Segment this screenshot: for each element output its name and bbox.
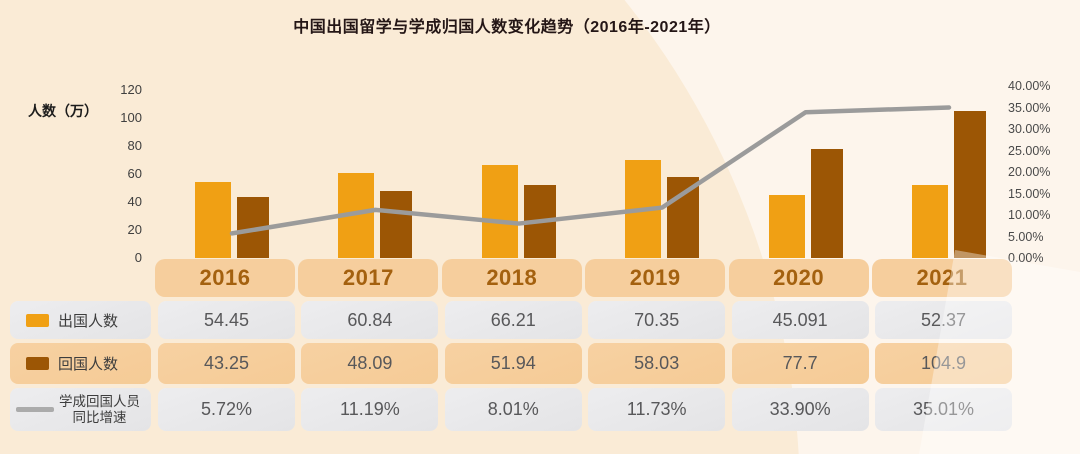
- year-pill-2016: 2016: [155, 259, 295, 297]
- bar-abroad-2021: [912, 184, 948, 258]
- bar-return-2021: [954, 111, 986, 258]
- right-axis-tick: 35.00%: [1008, 100, 1051, 115]
- legend-label-line2: 同比增速: [72, 409, 127, 425]
- value-cell-2016-row2: 5.72%: [158, 388, 295, 431]
- legend-cell-row0: 出国人数: [10, 301, 151, 339]
- value-cell-2021-row1: 104.9: [875, 343, 1012, 384]
- legend-cell-row1: 回国人数: [10, 343, 151, 384]
- orange-bar-swatch-icon: [26, 313, 49, 327]
- legend-label-line1: 学成回国人员: [59, 393, 140, 409]
- growth-line: [229, 105, 952, 236]
- value-cell-2017-row0: 60.84: [301, 301, 439, 339]
- value-cell-2016-row1: 43.25: [158, 343, 295, 384]
- value-cell-2016-row0: 54.45: [158, 301, 295, 339]
- year-pill-2019: 2019: [585, 259, 726, 297]
- bar-return-2019: [667, 176, 700, 258]
- value-cell-2018-row2: 8.01%: [444, 388, 582, 431]
- right-axis-tick: 30.00%: [1008, 122, 1051, 136]
- chart-title: 中国出国留学与学成归国人数变化趋势（2016年-2021年）: [293, 19, 721, 36]
- left-axis-tick: 60: [127, 166, 142, 181]
- value-cell-2021-row0: 52.37: [875, 301, 1012, 339]
- bar-abroad-2018: [481, 165, 518, 258]
- left-axis-tick: 0: [134, 250, 142, 265]
- value-cell-2019-row1: 58.03: [588, 343, 726, 384]
- right-axis-tick: 5.00%: [1008, 229, 1044, 244]
- right-axis-tick: 0.00%: [1008, 251, 1044, 265]
- value-cell-2019-row0: 70.35: [588, 301, 726, 339]
- legend-label-row0: 出国人数: [58, 312, 119, 330]
- year-pill-2017: 2017: [298, 259, 439, 297]
- value-cell-2017-row1: 48.09: [301, 343, 439, 384]
- bar-return-2017: [380, 190, 413, 258]
- value-cell-2020-row2: 33.90%: [731, 388, 869, 431]
- left-axis-title: 人数（万）: [28, 103, 98, 119]
- left-axis-tick: 100: [120, 110, 142, 125]
- bar-abroad-2016: [195, 181, 231, 258]
- value-cell-2020-row1: 77.7: [731, 343, 869, 384]
- right-axis-tick: 40.00%: [1008, 79, 1051, 93]
- value-cell-2019-row2: 11.73%: [588, 388, 726, 431]
- bar-abroad-2020: [768, 194, 805, 258]
- value-cell-2017-row2: 11.19%: [301, 388, 439, 431]
- right-axis-tick: 10.00%: [1008, 208, 1051, 222]
- left-axis-tick: 120: [120, 82, 142, 97]
- left-axis-tick: 20: [127, 222, 142, 237]
- legend-label-row1: 回国人数: [58, 356, 119, 373]
- right-axis-tick: 20.00%: [1008, 165, 1051, 179]
- legend-cell-row2: 学成回国人员 同比增速: [10, 388, 151, 431]
- right-axis-tick: 25.00%: [1008, 143, 1051, 158]
- year-pill-2020: 2020: [728, 259, 869, 297]
- bar-return-2020: [810, 149, 843, 258]
- right-axis-tick: 15.00%: [1008, 186, 1051, 201]
- year-pill-2021: 2021: [872, 259, 1012, 297]
- value-cell-2018-row0: 66.21: [444, 301, 582, 339]
- left-axis-tick: 80: [127, 138, 142, 153]
- value-cell-2020-row0: 45.091: [731, 301, 869, 339]
- brown-bar-swatch-icon: [26, 357, 49, 370]
- value-cell-2018-row1: 51.94: [444, 343, 582, 384]
- value-cell-2021-row2: 35.01%: [875, 388, 1012, 431]
- gray-line-swatch-icon: [16, 407, 54, 412]
- year-pill-2018: 2018: [441, 259, 582, 297]
- legend-label-row2: 学成回国人员 同比增速: [59, 394, 140, 426]
- left-axis-tick: 40: [127, 194, 142, 209]
